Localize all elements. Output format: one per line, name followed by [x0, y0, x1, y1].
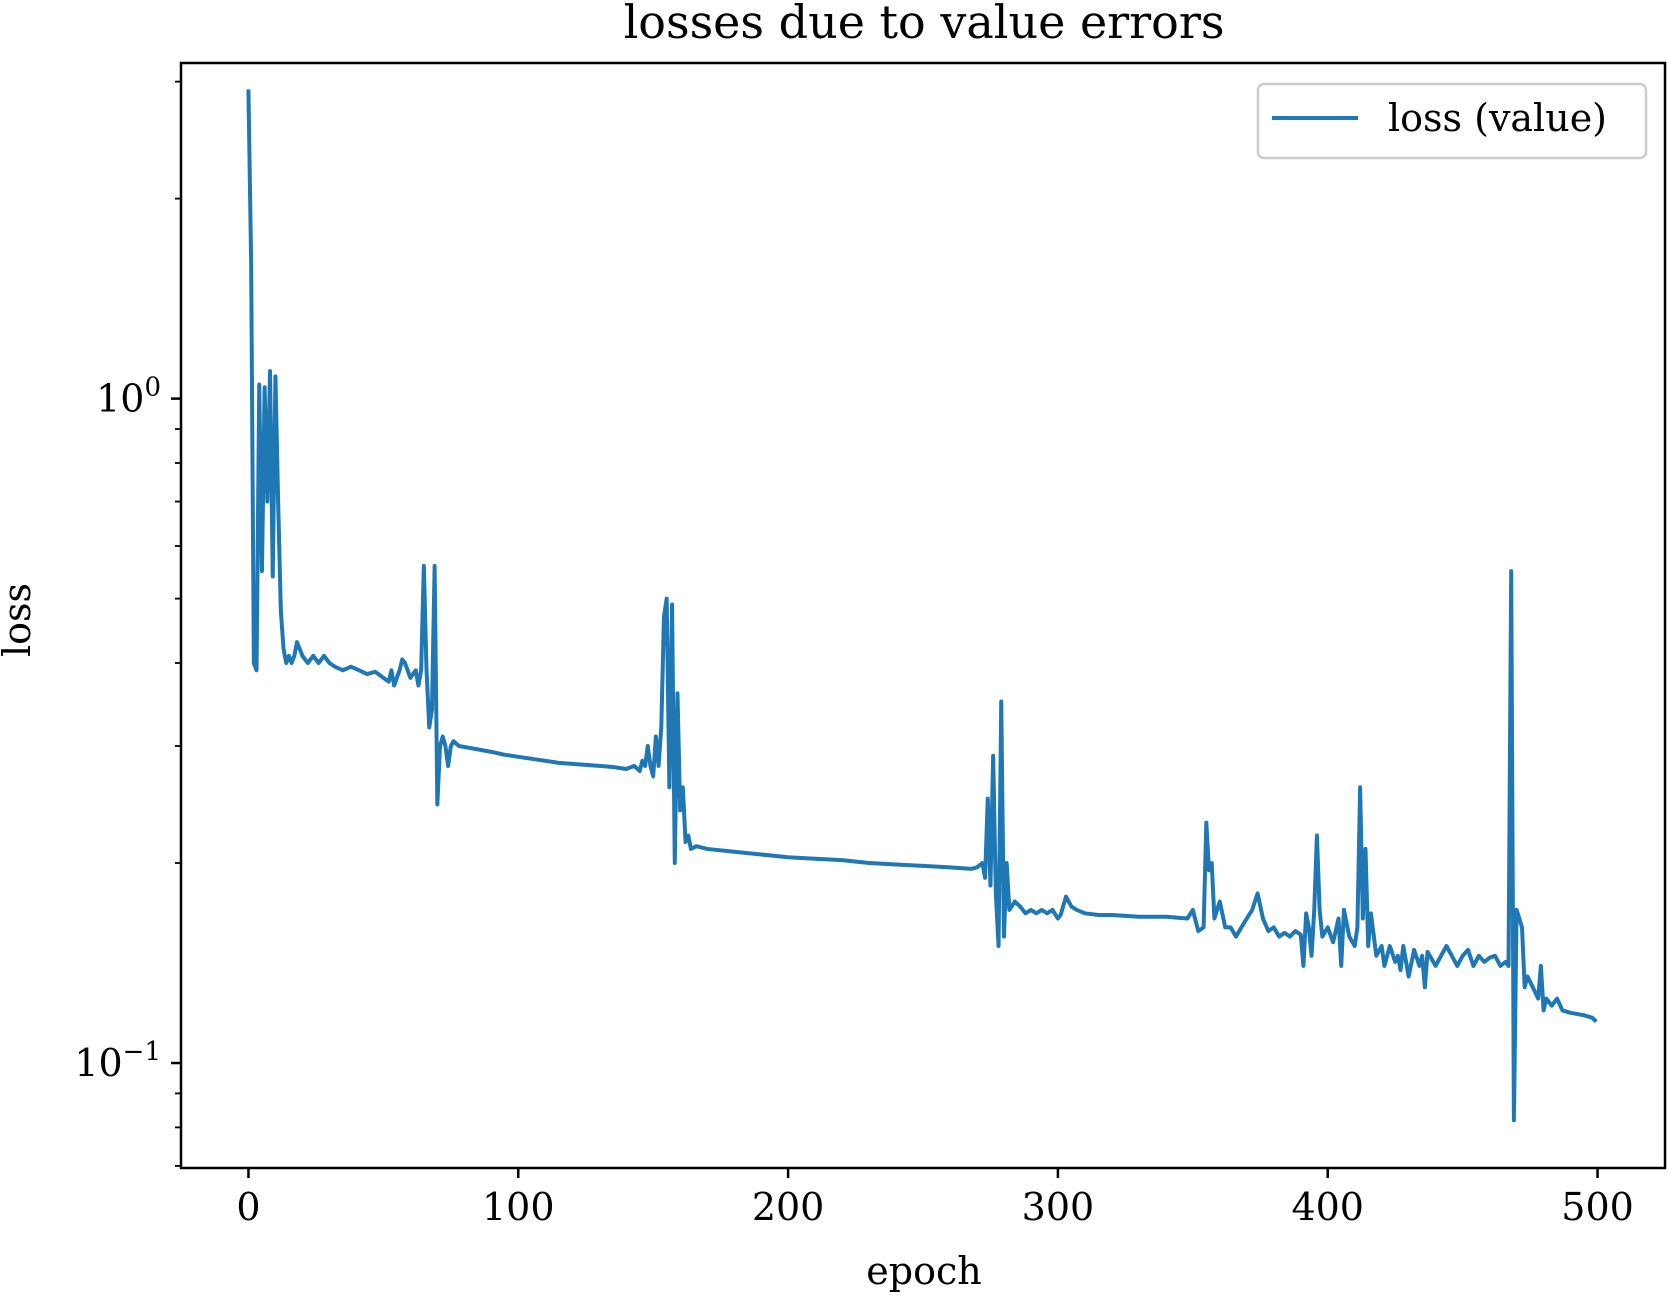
- x-axis-ticks: 0 100 200 300 400 500: [236, 1168, 1634, 1229]
- x-tick-label: 400: [1291, 1185, 1364, 1229]
- x-tick-label: 200: [752, 1185, 825, 1229]
- x-tick-label: 100: [482, 1185, 555, 1229]
- legend: loss (value): [1256, 82, 1648, 160]
- series-line-loss-value: [246, 89, 1598, 1123]
- x-tick-label: 0: [236, 1185, 260, 1229]
- y-tick-label: 10−1: [74, 1037, 161, 1085]
- y-tick-label: 100: [96, 373, 161, 421]
- x-tick-label: 500: [1561, 1185, 1634, 1229]
- y-axis-label: loss: [0, 583, 39, 657]
- chart-title: losses due to value errors: [624, 0, 1225, 49]
- x-axis-label: epoch: [866, 1249, 981, 1293]
- y-axis-ticks: 100 10−1: [74, 80, 181, 1167]
- legend-box: [1256, 82, 1648, 160]
- x-tick-label: 300: [1022, 1185, 1095, 1229]
- plot-frame: [179, 61, 1667, 1170]
- plot-area: [179, 61, 1667, 1170]
- legend-series-label: loss (value): [1388, 96, 1607, 140]
